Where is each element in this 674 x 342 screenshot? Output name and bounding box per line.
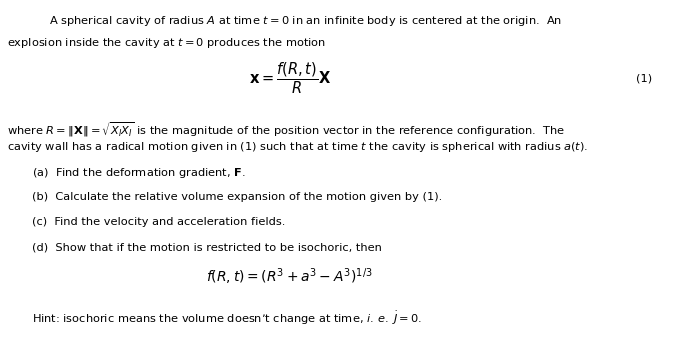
Text: cavity wall has a radical motion given in (1) such that at time $t$ the cavity i: cavity wall has a radical motion given i… — [7, 140, 588, 154]
Text: (b)  Calculate the relative volume expansion of the motion given by (1).: (b) Calculate the relative volume expans… — [32, 192, 443, 201]
Text: $f(R, t) = (R^3 + a^3 - A^3)^{1/3}$: $f(R, t) = (R^3 + a^3 - A^3)^{1/3}$ — [206, 267, 373, 287]
Text: (c)  Find the velocity and acceleration fields.: (c) Find the velocity and acceleration f… — [32, 217, 286, 227]
Text: where $R = \|\mathbf{X}\| = \sqrt{X_I X_I}$ is the magnitude of the position vec: where $R = \|\mathbf{X}\| = \sqrt{X_I X_… — [7, 120, 565, 139]
Text: $\mathbf{x} = \dfrac{f(R, t)}{R}\mathbf{X}$: $\mathbf{x} = \dfrac{f(R, t)}{R}\mathbf{… — [249, 61, 331, 96]
Text: A spherical cavity of radius $A$ at time $t = 0$ in an infinite body is centered: A spherical cavity of radius $A$ at time… — [49, 14, 562, 28]
Text: explosion inside the cavity at $t = 0$ produces the motion: explosion inside the cavity at $t = 0$ p… — [7, 36, 326, 50]
Text: (a)  Find the deformation gradient, $\mathbf{F}$.: (a) Find the deformation gradient, $\mat… — [32, 166, 246, 180]
Text: Hint: isochoric means the volume doesn’t change at time, $i.\, e.\; \dot{J} = 0$: Hint: isochoric means the volume doesn’t… — [32, 310, 423, 327]
Text: (d)  Show that if the motion is restricted to be isochoric, then: (d) Show that if the motion is restricte… — [32, 243, 382, 253]
Text: (1): (1) — [636, 74, 652, 84]
